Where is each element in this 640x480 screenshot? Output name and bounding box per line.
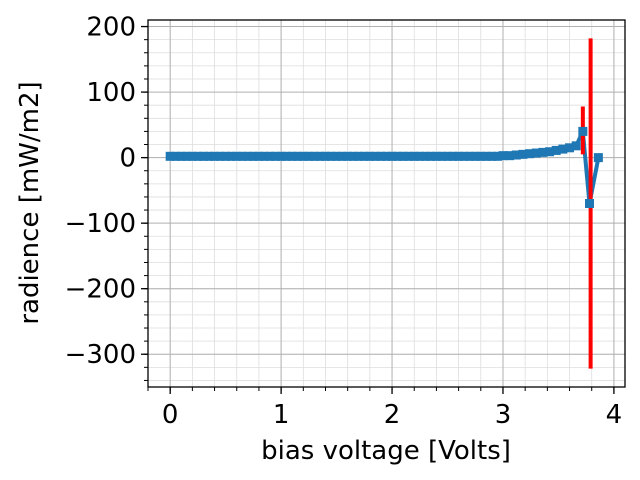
x-axis-label: bias voltage [Volts] — [261, 436, 511, 466]
data-point — [404, 151, 414, 161]
data-point — [237, 151, 247, 161]
data-point — [265, 151, 275, 161]
data-point — [309, 151, 319, 161]
y-tick-label: −200 — [65, 275, 136, 305]
data-point — [165, 151, 175, 161]
data-point — [505, 151, 515, 161]
data-point — [337, 151, 347, 161]
data-point — [215, 151, 225, 161]
x-tick-label: 3 — [495, 400, 512, 430]
data-point — [465, 151, 475, 161]
data-point — [498, 151, 508, 161]
data-point — [332, 151, 342, 161]
data-point — [326, 151, 336, 161]
data-point — [248, 151, 258, 161]
data-point — [176, 151, 186, 161]
data-point — [593, 153, 603, 163]
data-point — [431, 151, 441, 161]
data-point — [481, 151, 491, 161]
x-tick-label: 4 — [606, 400, 623, 430]
series-line — [170, 129, 601, 206]
grid — [147, 20, 625, 387]
data-point — [348, 151, 358, 161]
data-point — [282, 151, 292, 161]
data-point — [518, 149, 528, 159]
data-point — [365, 151, 375, 161]
data-point — [271, 151, 281, 161]
data-point — [487, 151, 497, 161]
axis-ticks: 0 1 2 3 4 −300 −200 −100 0 100 200 — [65, 13, 623, 430]
data-point — [204, 151, 214, 161]
data-point — [578, 126, 588, 136]
data-point — [459, 151, 469, 161]
data-point — [210, 151, 220, 161]
y-tick-label: 0 — [119, 144, 136, 174]
data-point — [476, 151, 486, 161]
data-point — [398, 151, 408, 161]
data-point — [320, 151, 330, 161]
data-point — [511, 150, 521, 160]
data-point — [470, 151, 480, 161]
data-point — [304, 151, 314, 161]
data-point — [354, 151, 364, 161]
data-point — [420, 151, 430, 161]
x-tick-label: 2 — [384, 400, 401, 430]
data-point — [343, 151, 353, 161]
data-point — [359, 151, 369, 161]
data-point — [426, 151, 436, 161]
data-point — [254, 151, 264, 161]
x-tick-label: 0 — [162, 400, 179, 430]
data-point — [525, 149, 535, 159]
data-point — [585, 199, 595, 208]
data-point — [187, 151, 197, 161]
y-axis-label: radience [mW/m2] — [15, 81, 45, 324]
plot-area — [165, 38, 603, 369]
data-point — [193, 151, 203, 161]
data-point — [393, 151, 403, 161]
y-tick-label: −300 — [65, 340, 136, 370]
axes-frame — [147, 19, 626, 388]
data-point — [454, 151, 464, 161]
data-point — [409, 151, 419, 161]
data-point — [538, 147, 548, 157]
data-point — [415, 151, 425, 161]
x-tick-label: 1 — [273, 400, 290, 430]
data-point — [198, 151, 208, 161]
data-point — [565, 143, 575, 153]
data-point — [551, 145, 561, 155]
y-tick-label: −100 — [65, 209, 136, 239]
data-point — [545, 147, 555, 157]
data-point — [315, 151, 325, 161]
data-point — [226, 151, 236, 161]
data-point — [387, 151, 397, 161]
data-point — [243, 151, 253, 161]
data-point — [276, 151, 286, 161]
data-point — [287, 151, 297, 161]
data-point — [571, 141, 581, 151]
data-point — [558, 144, 568, 154]
data-point — [492, 151, 502, 161]
y-tick-label: 100 — [86, 78, 136, 108]
data-point — [259, 151, 269, 161]
data-point — [232, 151, 242, 161]
data-point — [376, 151, 386, 161]
y-tick-label: 200 — [86, 13, 136, 43]
data-point — [221, 151, 231, 161]
data-point — [293, 151, 303, 161]
data-point — [298, 151, 308, 161]
data-point — [382, 151, 391, 161]
data-point — [448, 151, 458, 161]
data-point — [171, 151, 181, 161]
data-point — [370, 151, 380, 161]
data-point — [182, 151, 192, 161]
data-point — [437, 151, 447, 161]
data-point — [531, 148, 541, 158]
data-point — [443, 151, 453, 161]
